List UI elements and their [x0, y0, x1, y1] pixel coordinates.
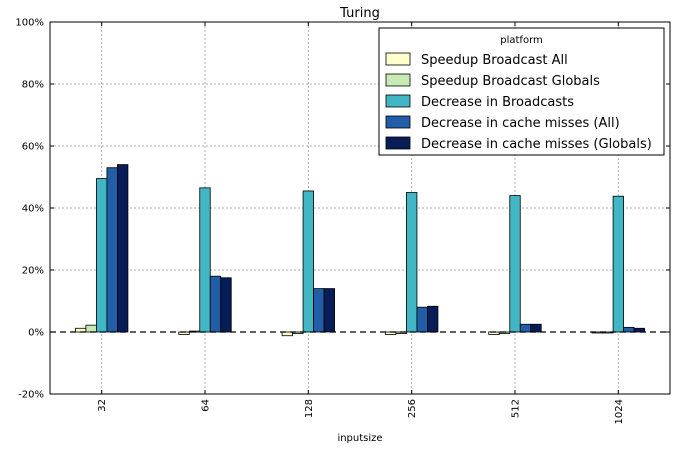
legend-swatch [385, 52, 411, 66]
bar [530, 323, 542, 333]
legend-entry: Speedup Broadcast Globals [421, 74, 600, 89]
bar [313, 288, 325, 333]
x-tick-label: 1024 [614, 399, 625, 424]
legend-title: platform [500, 35, 543, 46]
chart-title: Turing [339, 6, 380, 21]
x-tick-label: 512 [511, 399, 522, 418]
bar [612, 195, 624, 333]
x-tick-label: 128 [304, 399, 315, 418]
axes [49, 21, 671, 395]
legend-swatch [385, 73, 411, 87]
bar [117, 164, 129, 333]
y-tick-label: 80% [22, 80, 44, 91]
legend-swatch [385, 94, 411, 108]
bar [509, 195, 521, 333]
legend-swatch [385, 115, 411, 129]
tick-labels: -20% 0% 20% 40% 60% 80% 100% 32 64 128 256 512 1024 [15, 18, 624, 425]
bars [75, 164, 645, 337]
bar [96, 178, 108, 333]
x-tick-label: 32 [97, 399, 108, 412]
bar [106, 167, 118, 333]
bar [623, 326, 635, 333]
y-tick-label: 100% [15, 18, 44, 29]
legend-entry: Decrease in Broadcasts [421, 95, 574, 110]
legend: platform Speedup Broadcast All Speedup Bro… [378, 27, 665, 156]
y-tick-label: -20% [18, 390, 44, 401]
bar [406, 192, 418, 333]
bar [427, 305, 439, 333]
y-tick-label: 20% [22, 266, 44, 277]
bar [519, 323, 532, 333]
bar [85, 324, 97, 333]
bar [209, 275, 222, 333]
legend-entry: Decrease in cache misses (All) [421, 116, 620, 131]
bar [199, 187, 211, 333]
bar [416, 306, 428, 333]
legend-entry: Speedup Broadcast All [421, 53, 568, 68]
x-tick-label: 64 [201, 399, 212, 412]
x-tick-label: 256 [407, 399, 418, 418]
y-tick-label: 0% [28, 328, 44, 339]
x-axis-label: inputsize [337, 433, 382, 444]
bar [220, 277, 232, 333]
legend-entry: Decrease in cache misses (Globals) [421, 137, 652, 152]
bar [292, 331, 304, 334]
bar [323, 288, 335, 333]
y-tick-label: 40% [22, 204, 44, 215]
bar [302, 190, 314, 333]
legend-swatch [385, 136, 411, 150]
y-tick-label: 60% [22, 142, 44, 153]
legend-box [378, 27, 665, 156]
bar [633, 327, 645, 333]
